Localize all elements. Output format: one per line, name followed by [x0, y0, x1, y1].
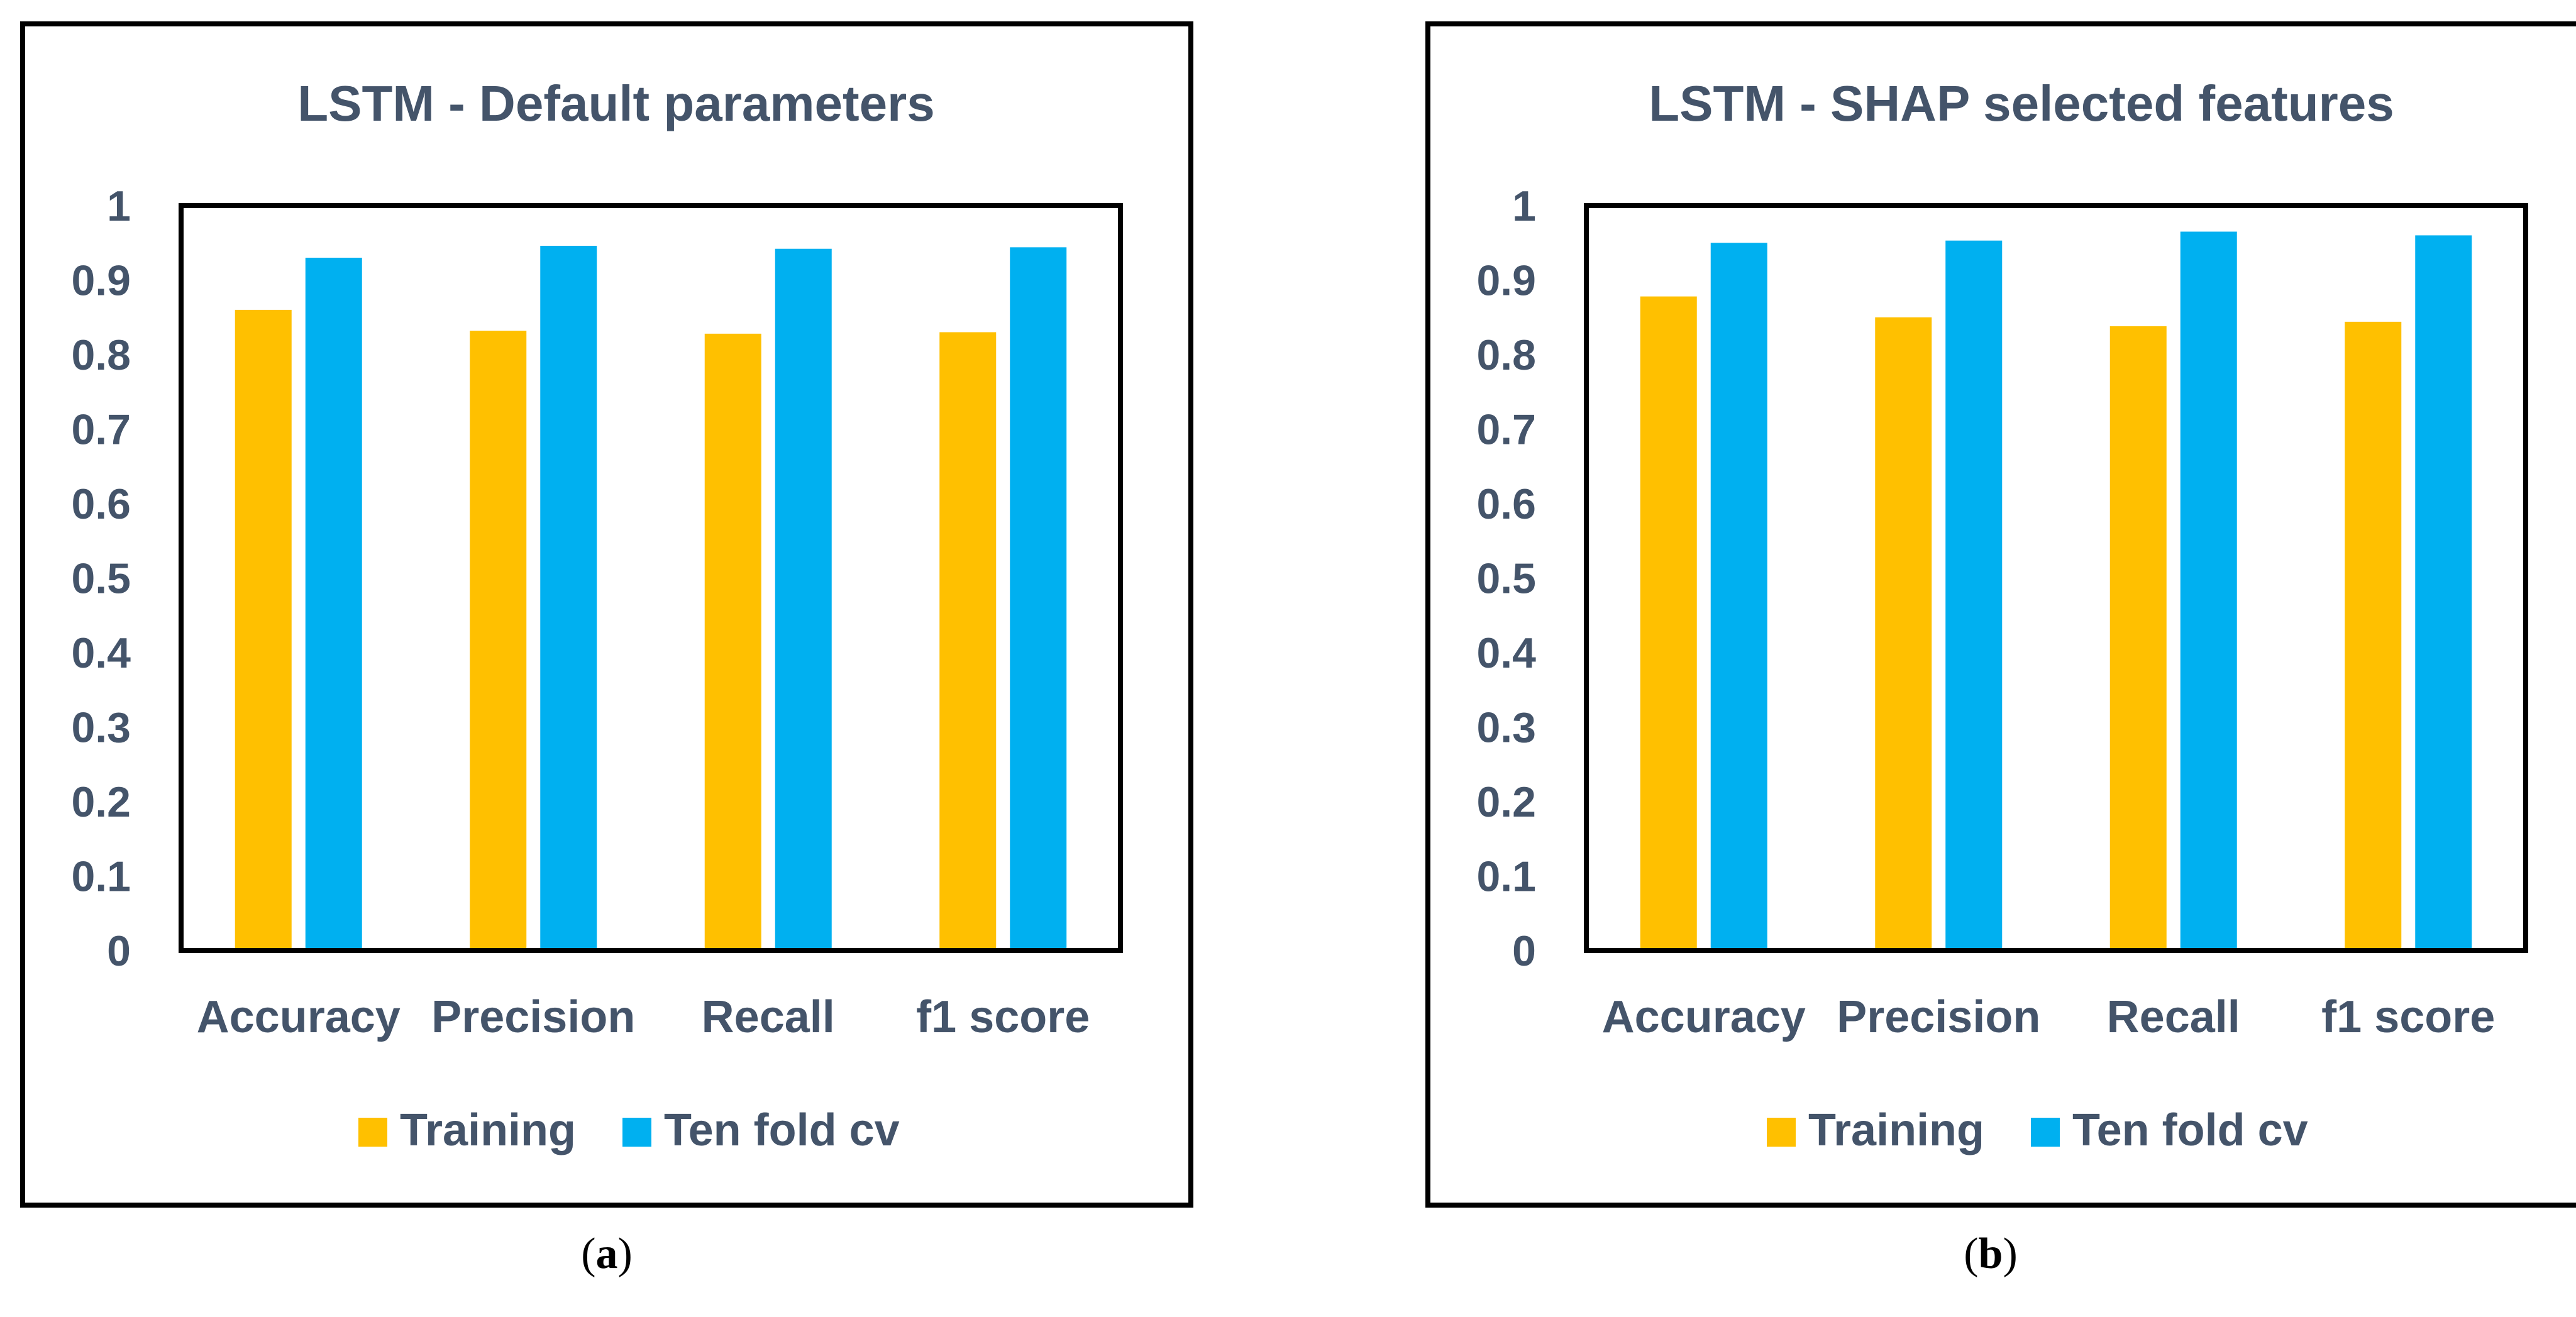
bar-ten-fold-cv-accuracy	[1710, 243, 1767, 951]
y-tick-label: 0.4	[1476, 629, 1536, 677]
y-tick-label: 0.7	[1476, 406, 1536, 454]
y-tick-label: 0.3	[1476, 704, 1536, 752]
bar-training-precision	[1875, 317, 1932, 951]
y-tick-label: 0.5	[1476, 555, 1536, 603]
legend-swatch-ten-fold-cv	[622, 1118, 651, 1147]
bar-ten-fold-cv-precision	[1945, 240, 2003, 951]
bar-training-accuracy	[1640, 296, 1697, 951]
y-tick-label: 0.6	[1476, 480, 1536, 528]
chart-panel-a: LSTM - Default parameters 0 0.1 0.2 0.3 0.4 0.…	[20, 21, 1193, 1208]
legend-label: Training	[1808, 1105, 1984, 1155]
chart-a: LSTM - Default parameters 0 0.1 0.2 0.3 0.4 0.…	[71, 75, 1123, 1155]
y-tick-label: 0.9	[1476, 257, 1536, 305]
bar-ten-fold-cv-recall	[2180, 231, 2237, 951]
bar-ten-fold-cv-precision	[540, 245, 597, 951]
plot-area-frame	[1584, 203, 2528, 953]
y-tick-label: 0.8	[71, 331, 131, 379]
chart-b: LSTM - SHAP selected features 0 0.1 0.2 0.3 0…	[1476, 75, 2528, 1155]
y-tick-label: 0	[1512, 927, 1536, 975]
bar-training-precision	[470, 331, 527, 951]
y-tick-label: 0.9	[71, 257, 131, 305]
x-category-label: Precision	[431, 992, 635, 1042]
x-category-label: Recall	[702, 992, 835, 1042]
bar-ten-fold-cv-f1-score	[1010, 247, 1067, 951]
y-tick-label: 0.1	[71, 853, 131, 901]
y-tick-label: 1	[1512, 182, 1536, 230]
x-category-label: Recall	[2107, 992, 2240, 1042]
bar-training-recall	[704, 333, 761, 951]
bar-ten-fold-cv-accuracy	[305, 257, 362, 951]
bar-training-f1-score	[939, 332, 997, 951]
y-tick-label: 0.3	[71, 704, 131, 752]
y-tick-label: 1	[107, 182, 131, 230]
y-tick-label: 0.1	[1476, 853, 1536, 901]
x-category-label: Accuracy	[197, 992, 401, 1042]
x-category-label: f1 score	[2321, 992, 2495, 1042]
caption-b: (b)	[1964, 1230, 2018, 1278]
chart-title: LSTM - Default parameters	[297, 75, 935, 131]
legend-label: Ten fold cv	[664, 1105, 900, 1155]
y-tick-label: 0.4	[71, 629, 131, 677]
y-tick-label: 0.5	[71, 555, 131, 603]
legend-label: Training	[400, 1105, 576, 1155]
bar-training-accuracy	[235, 309, 292, 951]
y-tick-label: 0.2	[71, 778, 131, 826]
y-tick-label: 0.6	[71, 480, 131, 528]
bar-training-recall	[2109, 326, 2167, 951]
bar-ten-fold-cv-f1-score	[2415, 235, 2472, 951]
y-tick-label: 0.7	[71, 406, 131, 454]
y-tick-label: 0	[107, 927, 131, 975]
plot-area-frame	[179, 203, 1123, 953]
y-tick-label: 0.8	[1476, 331, 1536, 379]
x-category-label: f1 score	[916, 992, 1090, 1042]
caption-a: (a)	[581, 1230, 633, 1278]
bar-training-f1-score	[2345, 321, 2402, 951]
chart-panel-b: LSTM - SHAP selected features 0 0.1 0.2 0.3 0…	[1425, 21, 2576, 1208]
chart-title: LSTM - SHAP selected features	[1649, 75, 2394, 131]
legend-swatch-training	[1767, 1118, 1796, 1147]
legend-label: Ten fold cv	[2072, 1105, 2308, 1155]
bar-ten-fold-cv-recall	[775, 248, 832, 951]
legend-swatch-training	[358, 1118, 387, 1147]
legend-swatch-ten-fold-cv	[2031, 1118, 2060, 1147]
y-tick-label: 0.2	[1476, 778, 1536, 826]
x-category-label: Accuracy	[1602, 992, 1806, 1042]
x-category-label: Precision	[1837, 992, 2040, 1042]
